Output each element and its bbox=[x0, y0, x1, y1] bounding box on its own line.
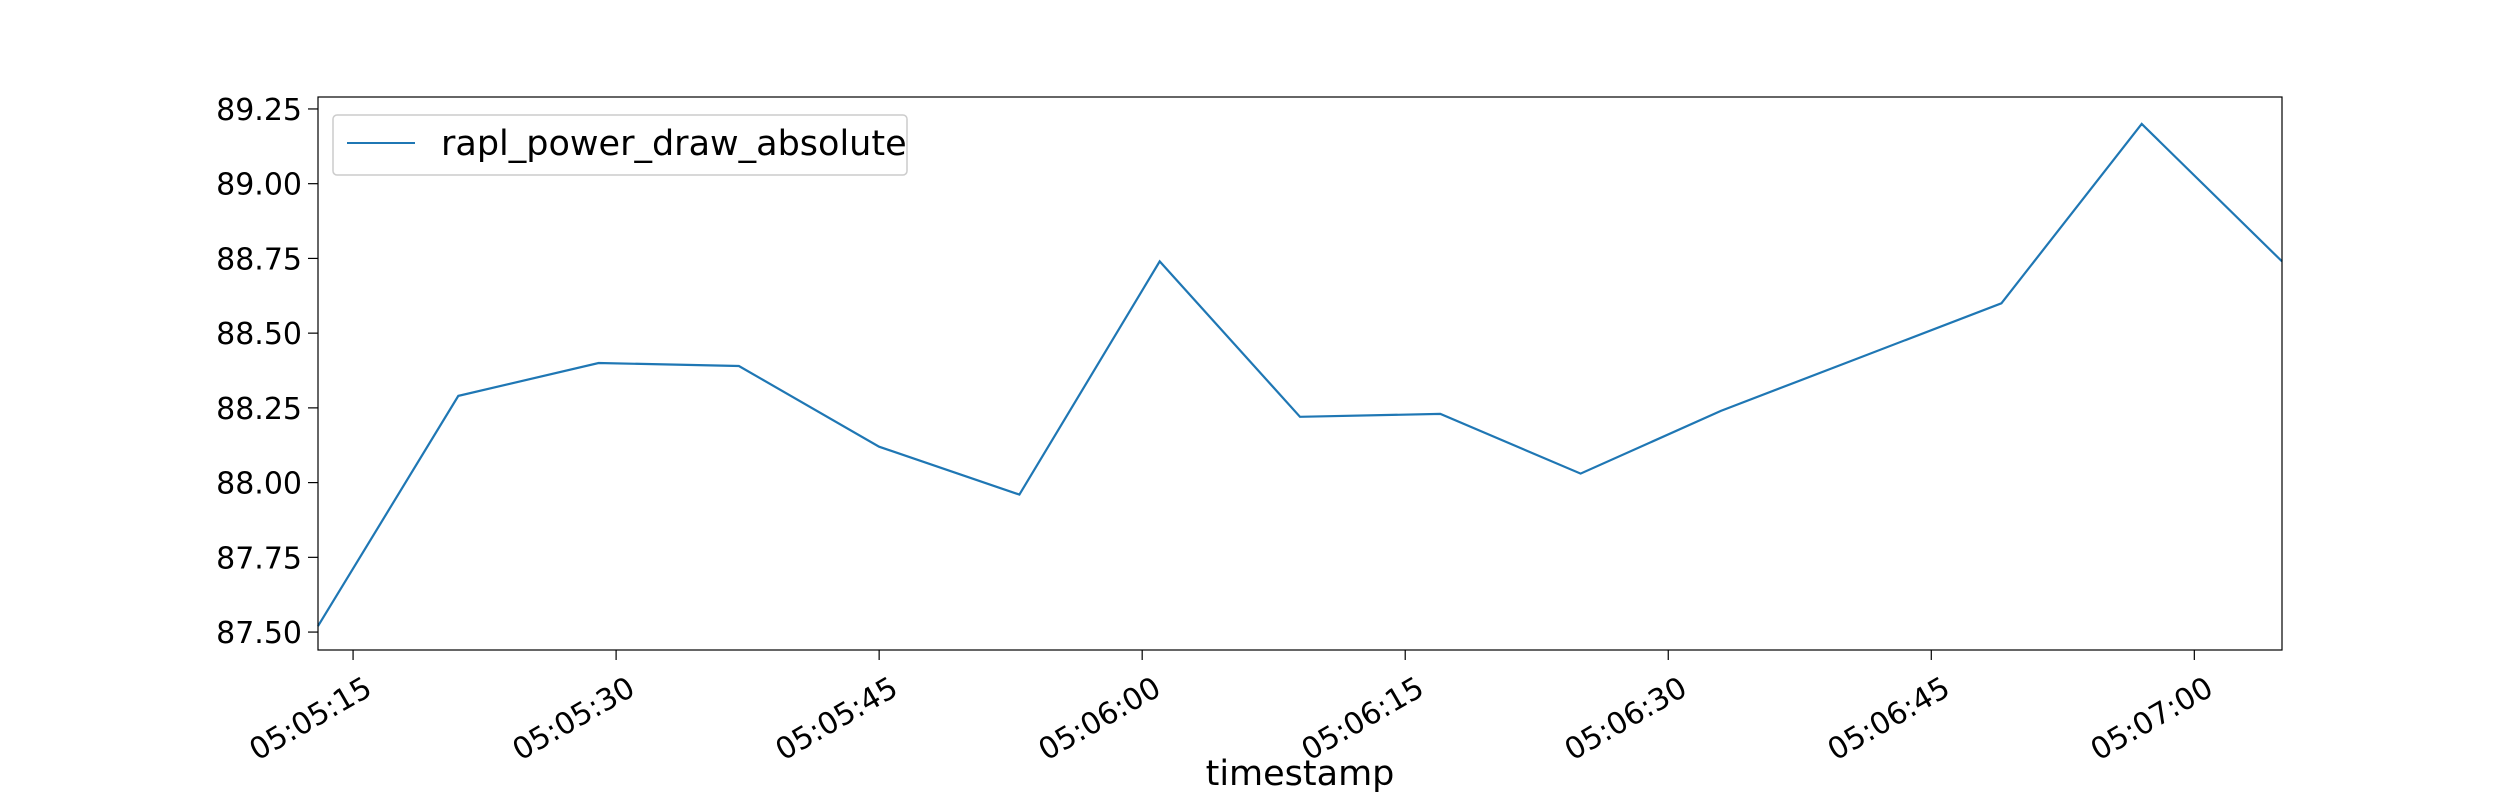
y-tick-label: 87.75 bbox=[216, 541, 302, 576]
y-tick-label: 87.50 bbox=[216, 616, 302, 651]
x-tick-label: 05:06:45 bbox=[1822, 670, 1956, 768]
x-tick-label: 05:06:30 bbox=[1559, 670, 1693, 768]
legend-label: rapl_power_draw_absolute bbox=[441, 124, 907, 164]
x-tick-label: 05:05:45 bbox=[770, 670, 904, 768]
y-tick-label: 89.00 bbox=[216, 168, 302, 203]
y-tick-label: 88.25 bbox=[216, 392, 302, 427]
x-tick-label: 05:06:00 bbox=[1033, 670, 1167, 768]
x-tick-label: 05:05:15 bbox=[244, 670, 378, 768]
legend-box bbox=[332, 114, 908, 176]
legend: rapl_power_draw_absolute bbox=[332, 114, 908, 176]
series-line-0 bbox=[317, 122, 2283, 627]
y-tick-label: 89.25 bbox=[216, 93, 302, 128]
y-tick-label: 88.00 bbox=[216, 467, 302, 502]
x-tick-label: 05:07:00 bbox=[2085, 670, 2219, 768]
x-tick-label: 05:05:30 bbox=[507, 670, 641, 768]
series-layer bbox=[317, 122, 2283, 627]
y-tick-label: 88.75 bbox=[216, 242, 302, 277]
ticks-layer: 87.50 87.75 88.00 88.25 88.50 88.75 89.00 89.25… bbox=[216, 93, 2219, 768]
plot-area bbox=[317, 96, 2283, 651]
x-axis-label: timestamp bbox=[1206, 754, 1395, 794]
y-tick-label: 88.50 bbox=[216, 317, 302, 352]
